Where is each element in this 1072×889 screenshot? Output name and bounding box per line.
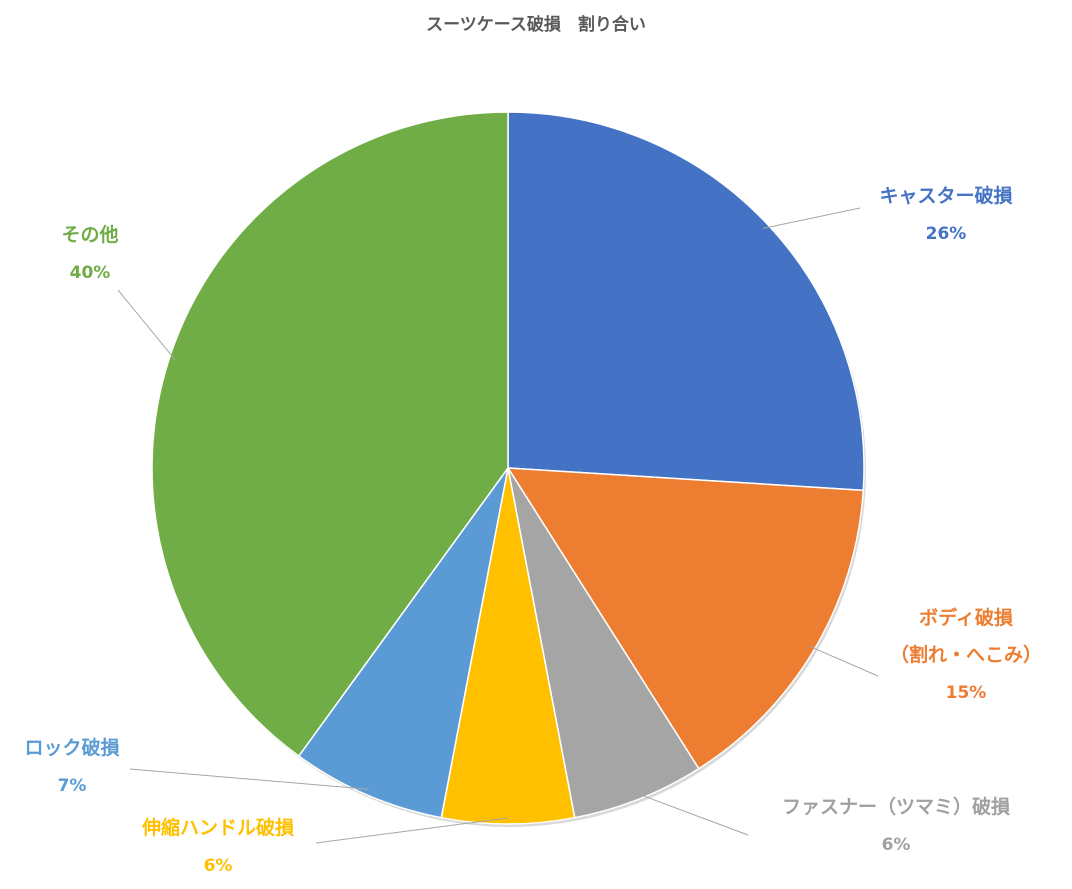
data-label-category-2: ボディ破損 — [919, 606, 1014, 629]
data-label-category-5: ロック破損 — [24, 737, 120, 759]
data-label-category-6: その他 — [61, 223, 118, 246]
data-label-percent-4: 6% — [204, 856, 233, 876]
data-label-category-4: 伸縮ハンドル破損 — [141, 816, 295, 839]
leader-line-5 — [129, 768, 370, 790]
data-label-percent-2: 15% — [946, 683, 987, 703]
data-label-category-2: （割れ・へこみ） — [890, 643, 1042, 666]
leader-line-1 — [763, 207, 861, 229]
data-label-category-1: キャスター破損 — [879, 185, 1013, 207]
data-label-category-3: ファスナー（ツマミ）破損 — [782, 795, 1011, 818]
data-label-percent-3: 6% — [882, 835, 911, 855]
chart-title: スーツケース破損 割り合い — [426, 15, 646, 35]
leader-line-4 — [315, 817, 509, 844]
pie-slice-5 — [297, 467, 509, 819]
leader-line-6 — [117, 289, 176, 361]
pie-slice-1 — [507, 111, 865, 492]
pie-slice-4 — [440, 467, 576, 825]
data-label-percent-1: 26% — [926, 224, 967, 244]
pie-slice-2 — [506, 467, 865, 770]
pie-slice-6 — [151, 111, 509, 758]
data-label-percent-6: 40% — [70, 263, 111, 283]
pie-slice-3 — [507, 467, 700, 819]
leader-line-2 — [809, 645, 879, 677]
data-label-percent-5: 7% — [58, 776, 87, 796]
leader-line-3 — [636, 792, 749, 836]
